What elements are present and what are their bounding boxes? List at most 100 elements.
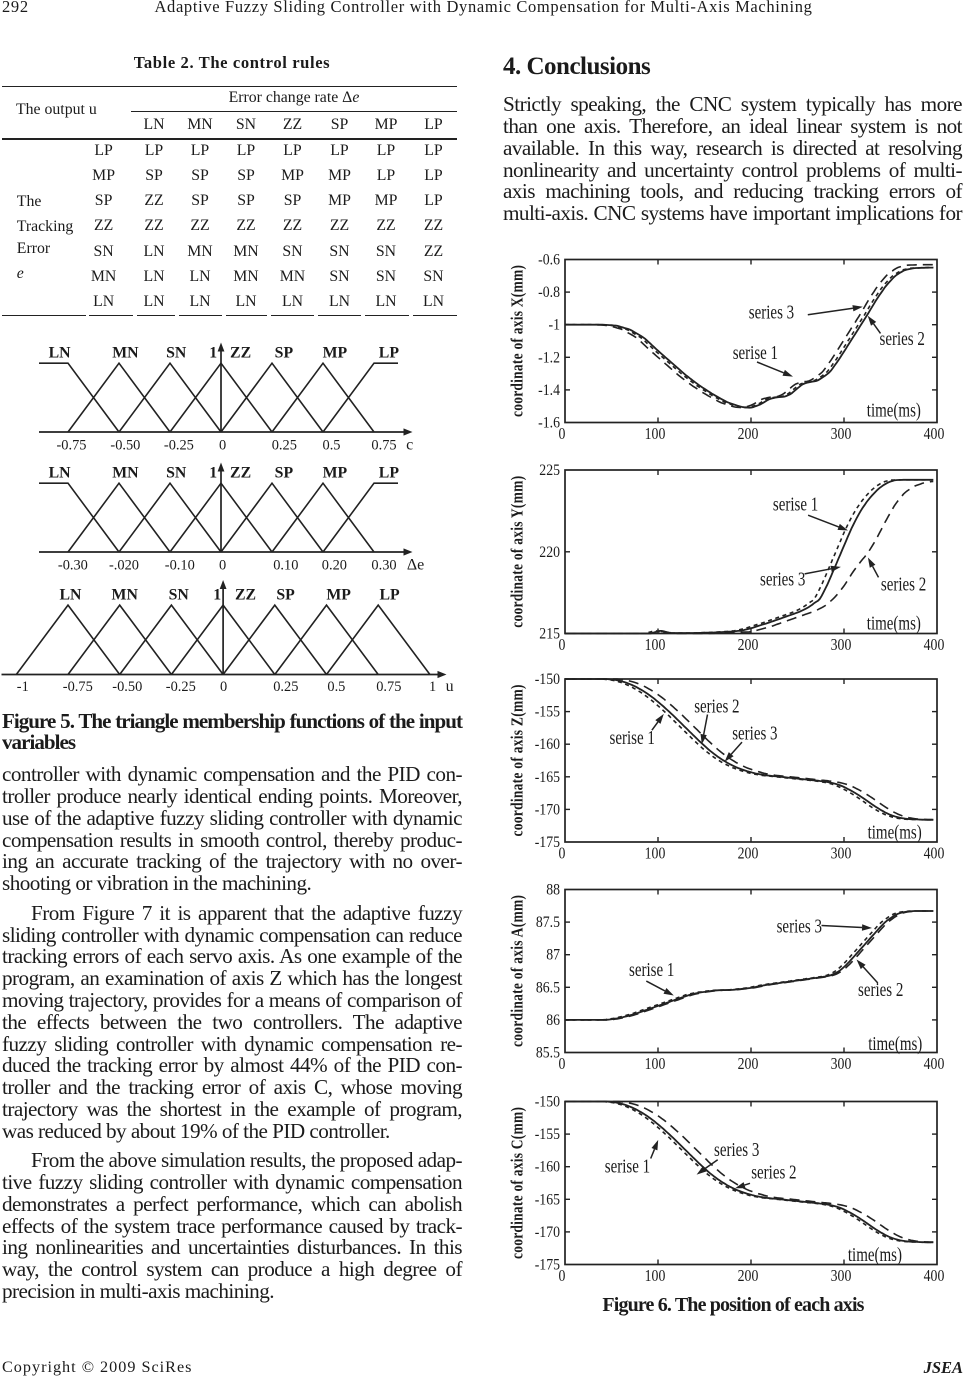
svg-text:-0.50: -0.50 [112, 679, 142, 695]
svg-text:LP: LP [379, 345, 400, 362]
svg-text:SN: SN [166, 465, 187, 482]
svg-text:coordinate of axis C(mm): coordinate of axis C(mm) [508, 1107, 527, 1259]
svg-text:300: 300 [831, 1267, 852, 1285]
svg-text:-170: -170 [535, 802, 560, 819]
svg-text:200: 200 [738, 1267, 759, 1285]
svg-text:100: 100 [645, 425, 666, 443]
svg-text:LN: LN [60, 587, 83, 604]
svg-text:series 3: series 3 [714, 1139, 760, 1160]
svg-text:100: 100 [645, 636, 666, 654]
svg-text:-165: -165 [535, 769, 560, 786]
svg-text:400: 400 [924, 1267, 945, 1285]
svg-text:100: 100 [645, 1055, 666, 1073]
svg-text:-1: -1 [17, 679, 29, 695]
svg-text:time(ms): time(ms) [867, 400, 921, 421]
svg-text:LP: LP [380, 587, 401, 604]
svg-text:MP: MP [323, 465, 348, 482]
svg-text:0.25: 0.25 [273, 679, 298, 695]
svg-text:series 2: series 2 [880, 328, 925, 349]
svg-text:88: 88 [546, 882, 560, 899]
svg-text:Δe: Δe [407, 556, 424, 573]
svg-text:300: 300 [831, 844, 852, 862]
svg-text:-1.4: -1.4 [538, 382, 560, 399]
svg-text:0.75: 0.75 [371, 437, 396, 453]
svg-text:87.5: 87.5 [536, 914, 560, 931]
svg-text:0: 0 [559, 1055, 566, 1073]
svg-text:serise 1: serise 1 [605, 1155, 650, 1176]
svg-text:-175: -175 [535, 1257, 560, 1274]
svg-text:LP: LP [379, 465, 400, 482]
svg-text:0: 0 [559, 1267, 566, 1285]
svg-text:215: 215 [539, 626, 560, 643]
svg-text:coordinate of axis X(mm): coordinate of axis X(mm) [508, 265, 527, 417]
svg-text:-0.25: -0.25 [166, 679, 196, 695]
svg-text:0: 0 [559, 844, 566, 862]
svg-text:0.25: 0.25 [272, 437, 297, 453]
svg-text:ZZ: ZZ [230, 345, 251, 362]
svg-text:series 3: series 3 [732, 723, 778, 744]
svg-text:SN: SN [169, 587, 190, 604]
svg-text:SP: SP [275, 345, 294, 362]
svg-text:200: 200 [738, 844, 759, 862]
svg-text:coordinate of axis Y(mm): coordinate of axis Y(mm) [508, 476, 527, 628]
svg-text:-165: -165 [535, 1191, 560, 1208]
svg-text:c: c [406, 436, 413, 453]
svg-text:serise 1: serise 1 [733, 342, 778, 363]
svg-text:400: 400 [924, 425, 945, 443]
svg-text:series 2: series 2 [881, 573, 926, 594]
svg-text:0.30: 0.30 [371, 557, 396, 573]
svg-text:series 3: series 3 [760, 569, 806, 590]
svg-text:u: u [446, 678, 454, 695]
svg-text:-1: -1 [549, 317, 560, 334]
svg-text:series 2: series 2 [694, 696, 739, 717]
svg-text:100: 100 [645, 844, 666, 862]
svg-text:100: 100 [645, 1267, 666, 1285]
svg-text:MN: MN [112, 345, 139, 362]
svg-text:MP: MP [323, 345, 348, 362]
svg-text:-0.6: -0.6 [538, 252, 560, 269]
svg-text:300: 300 [831, 425, 852, 443]
svg-text:SN: SN [166, 345, 187, 362]
svg-text:MN: MN [112, 465, 139, 482]
svg-text:1: 1 [429, 679, 436, 695]
svg-text:-155: -155 [535, 1126, 560, 1143]
svg-text:0.75: 0.75 [376, 679, 401, 695]
svg-text:LN: LN [49, 345, 72, 362]
svg-text:85.5: 85.5 [536, 1045, 560, 1062]
svg-text:-0.10: -0.10 [165, 557, 195, 573]
svg-text:0: 0 [219, 557, 226, 573]
svg-text:series 3: series 3 [749, 302, 795, 323]
svg-text:LN: LN [49, 465, 72, 482]
svg-text:1: 1 [209, 465, 217, 482]
svg-text:0: 0 [559, 636, 566, 654]
svg-text:300: 300 [831, 1055, 852, 1073]
svg-text:-170: -170 [535, 1224, 560, 1241]
svg-text:0.20: 0.20 [322, 557, 347, 573]
svg-text:serise 1: serise 1 [773, 494, 818, 515]
svg-text:serise 1: serise 1 [610, 727, 655, 748]
svg-text:400: 400 [924, 1055, 945, 1073]
svg-text:1: 1 [209, 345, 217, 362]
svg-text:0: 0 [219, 437, 226, 453]
svg-text:-155: -155 [535, 704, 560, 721]
svg-text:time(ms): time(ms) [868, 1033, 922, 1054]
svg-text:400: 400 [924, 844, 945, 862]
svg-text:87: 87 [546, 947, 560, 964]
svg-text:-1.6: -1.6 [538, 415, 560, 432]
svg-text:series 2: series 2 [751, 1162, 796, 1183]
svg-text:400: 400 [924, 636, 945, 654]
svg-text:series 3: series 3 [777, 916, 823, 937]
svg-text:-160: -160 [535, 1159, 560, 1176]
svg-text:0: 0 [559, 425, 566, 443]
svg-text:ZZ: ZZ [230, 465, 251, 482]
svg-text:time(ms): time(ms) [868, 822, 922, 843]
svg-text:220: 220 [539, 544, 560, 561]
svg-text:225: 225 [539, 462, 560, 479]
svg-text:SP: SP [276, 587, 295, 604]
svg-text:300: 300 [831, 636, 852, 654]
svg-text:coordinate of axis Z(mm): coordinate of axis Z(mm) [508, 685, 527, 837]
svg-text:0.5: 0.5 [327, 679, 345, 695]
svg-text:0.5: 0.5 [323, 437, 341, 453]
svg-text:-0.30: -0.30 [58, 557, 88, 573]
svg-text:time(ms): time(ms) [848, 1244, 902, 1265]
